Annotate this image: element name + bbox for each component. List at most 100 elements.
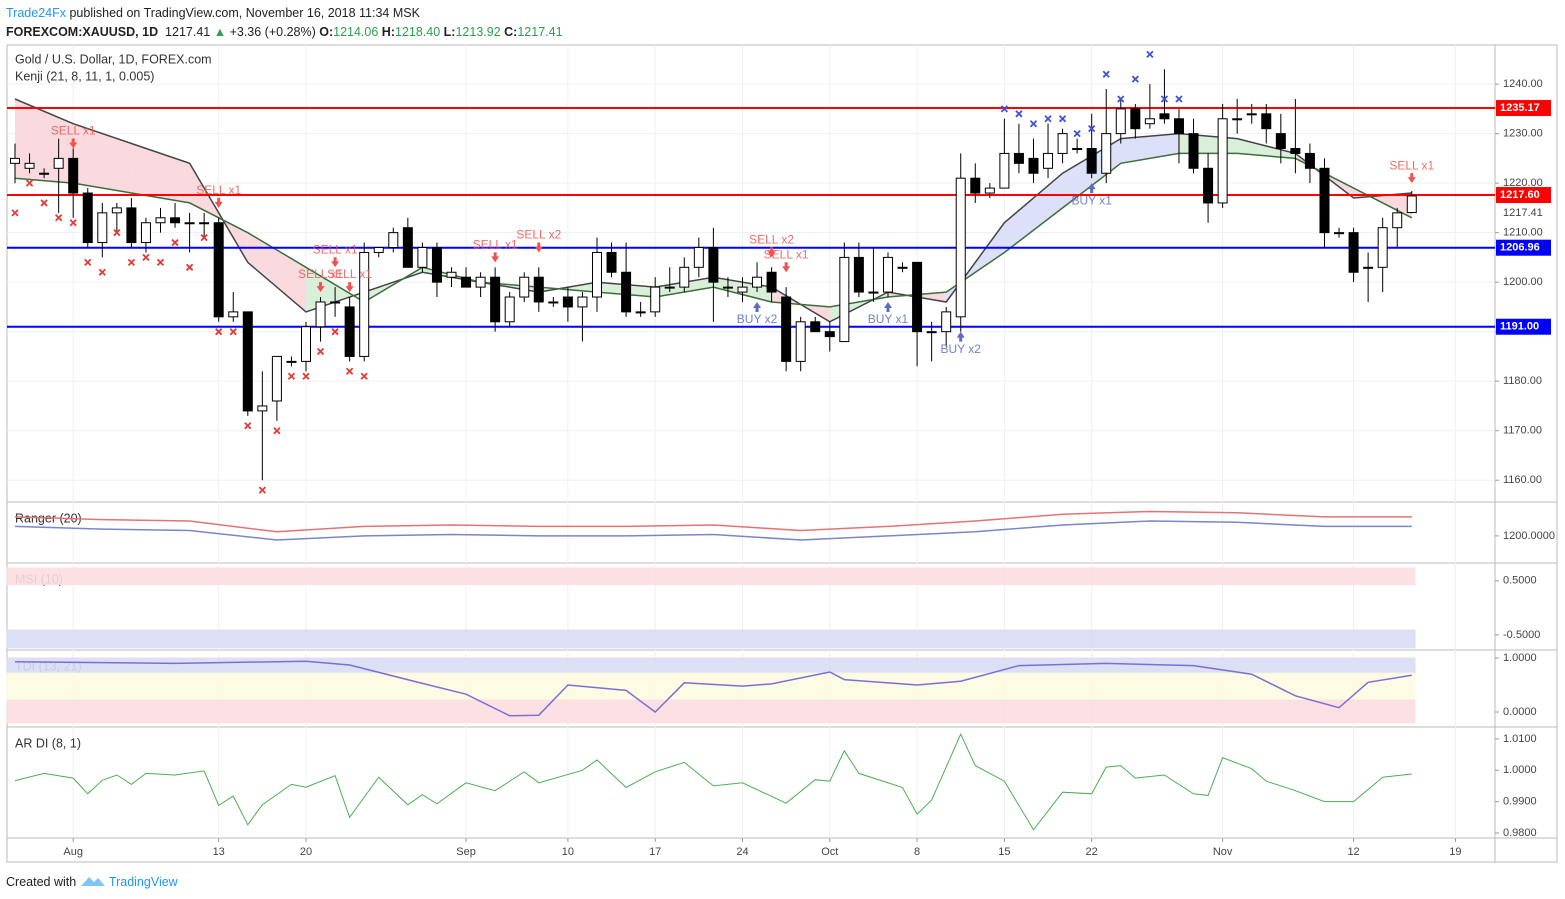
candle-body bbox=[737, 286, 748, 293]
signal-arrow bbox=[1407, 173, 1416, 184]
candle-body bbox=[1392, 212, 1403, 229]
signal-arrow bbox=[69, 138, 78, 149]
candle-body bbox=[68, 157, 79, 194]
signal-arrow bbox=[491, 252, 500, 263]
x-tick-label: 15 bbox=[998, 846, 1010, 858]
cloud-segment bbox=[247, 232, 306, 312]
candle-body bbox=[10, 157, 21, 164]
candle-body bbox=[708, 247, 719, 283]
cross-marker bbox=[346, 367, 354, 375]
band bbox=[6, 672, 1416, 701]
x-tick-label: Sep bbox=[456, 846, 476, 858]
candle-body bbox=[1246, 113, 1257, 116]
cross-marker bbox=[1044, 115, 1052, 123]
series-line bbox=[14, 520, 1412, 541]
cross-marker bbox=[1146, 50, 1154, 59]
signal-arrow bbox=[534, 242, 543, 253]
y-tick-label: -0.5000 bbox=[1503, 629, 1540, 641]
cross-marker bbox=[171, 238, 179, 247]
candle-body bbox=[781, 296, 792, 362]
candle-body bbox=[912, 261, 923, 333]
o-label: O: bbox=[319, 25, 334, 39]
cross-marker bbox=[1131, 75, 1139, 83]
candle-body bbox=[999, 152, 1010, 189]
candle-body bbox=[679, 266, 690, 288]
cross-marker bbox=[84, 258, 92, 266]
x-tick-label: Aug bbox=[63, 846, 83, 858]
candle-body bbox=[155, 217, 166, 224]
candle-body bbox=[1377, 227, 1388, 268]
signal-arrow bbox=[345, 282, 354, 293]
signal-arrow bbox=[767, 247, 776, 258]
candle-body bbox=[577, 296, 588, 308]
candle-body bbox=[606, 251, 617, 273]
candle-body bbox=[1101, 133, 1112, 174]
y-tick-label: 0.5000 bbox=[1503, 575, 1537, 587]
c-value: 1217.41 bbox=[517, 25, 563, 39]
cross-marker bbox=[156, 258, 165, 266]
candle-body bbox=[1275, 133, 1286, 149]
candle-body bbox=[1217, 118, 1228, 204]
cross-marker bbox=[200, 233, 208, 242]
level-label-box bbox=[1496, 239, 1551, 256]
candle-body bbox=[853, 256, 864, 293]
candle-body bbox=[431, 247, 442, 283]
cross-marker bbox=[360, 372, 368, 380]
symbol: FOREXCOM:XAUUSD, 1D bbox=[6, 25, 159, 39]
cross-marker bbox=[273, 427, 281, 435]
footer: Created with TradingView bbox=[6, 872, 178, 889]
candle-body bbox=[1290, 147, 1301, 154]
candle-body bbox=[1319, 167, 1330, 234]
candle-body bbox=[533, 276, 544, 303]
cross-marker bbox=[244, 422, 252, 430]
candle-body bbox=[1304, 152, 1315, 169]
candle-body bbox=[795, 321, 806, 362]
x-tick-label: Nov bbox=[1213, 846, 1233, 858]
candle-body bbox=[97, 212, 108, 244]
candle-body bbox=[635, 311, 646, 314]
candle-body bbox=[446, 271, 457, 278]
cross-marker bbox=[25, 179, 34, 187]
candle-body bbox=[1086, 147, 1097, 174]
candle-body bbox=[199, 222, 210, 225]
candle-body bbox=[548, 301, 559, 304]
x-tick-label: 12 bbox=[1347, 846, 1359, 858]
candle-body bbox=[344, 306, 355, 357]
signal-label: SELL x1 bbox=[1389, 158, 1434, 172]
cross-marker bbox=[331, 328, 339, 336]
level-label: 1206.96 bbox=[1500, 242, 1540, 254]
level-label: 1217.60 bbox=[1500, 189, 1540, 201]
cross-marker bbox=[316, 347, 325, 356]
candle-body bbox=[184, 222, 195, 225]
signal-label: SELL x1 bbox=[327, 267, 372, 281]
candle-body bbox=[970, 177, 981, 194]
cross-marker bbox=[1073, 129, 1081, 138]
candle-body bbox=[621, 271, 632, 313]
up-arrow: ▲ bbox=[213, 25, 227, 39]
candle-body bbox=[519, 276, 530, 298]
candle-body bbox=[1203, 167, 1214, 204]
signal-label: BUY x2 bbox=[940, 342, 981, 356]
candle-body bbox=[213, 222, 224, 318]
band bbox=[6, 567, 1416, 586]
y-tick-label: 1170.00 bbox=[1503, 425, 1542, 437]
candle-body bbox=[140, 222, 151, 244]
created-with: Created with bbox=[6, 875, 77, 889]
candle-body bbox=[170, 217, 181, 224]
cross-marker bbox=[1000, 105, 1009, 113]
x-tick-label: 19 bbox=[1449, 846, 1461, 858]
frame bbox=[6, 44, 1558, 863]
cross-marker bbox=[1160, 95, 1169, 103]
candle-body bbox=[1144, 118, 1155, 125]
candle-body bbox=[475, 276, 486, 288]
signal-label: SELL x1 bbox=[298, 267, 343, 281]
candle-body bbox=[1406, 195, 1417, 214]
logo bbox=[80, 877, 105, 886]
candle-body bbox=[1028, 157, 1039, 174]
candle-body bbox=[1159, 113, 1170, 120]
candle-body bbox=[53, 157, 64, 169]
candle-body bbox=[1188, 133, 1199, 169]
candle-body bbox=[257, 405, 268, 412]
